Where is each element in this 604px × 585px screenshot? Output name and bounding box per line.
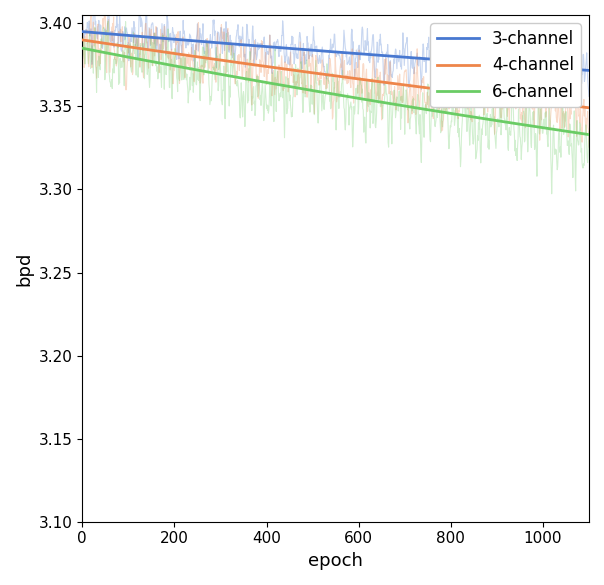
Line: 4-channel: 4-channel [83,40,589,108]
6-channel [585,131,593,138]
4-channel [79,36,86,43]
6-channel [79,45,86,52]
4-channel [289,67,296,74]
Legend: 3-channel, 4-channel, 6-channel: 3-channel, 4-channel, 6-channel [430,23,580,107]
4-channel [103,40,111,47]
6-channel [289,84,296,91]
X-axis label: epoch: epoch [308,552,363,570]
6-channel [207,69,214,76]
3-channel [79,28,86,35]
6-channel [103,50,111,57]
Line: 6-channel: 6-channel [83,49,589,135]
3-channel [118,32,125,39]
6-channel [118,52,125,59]
6-channel [565,128,573,135]
6-channel [468,113,475,121]
3-channel [565,66,573,73]
4-channel [207,55,214,62]
4-channel [118,42,125,49]
4-channel [565,102,573,109]
3-channel [207,39,214,46]
Y-axis label: bpd: bpd [15,251,33,285]
4-channel [585,104,593,111]
3-channel [468,58,475,66]
3-channel [289,45,296,52]
4-channel [468,90,475,97]
3-channel [103,30,111,37]
3-channel [585,67,593,74]
Line: 3-channel: 3-channel [83,32,589,70]
